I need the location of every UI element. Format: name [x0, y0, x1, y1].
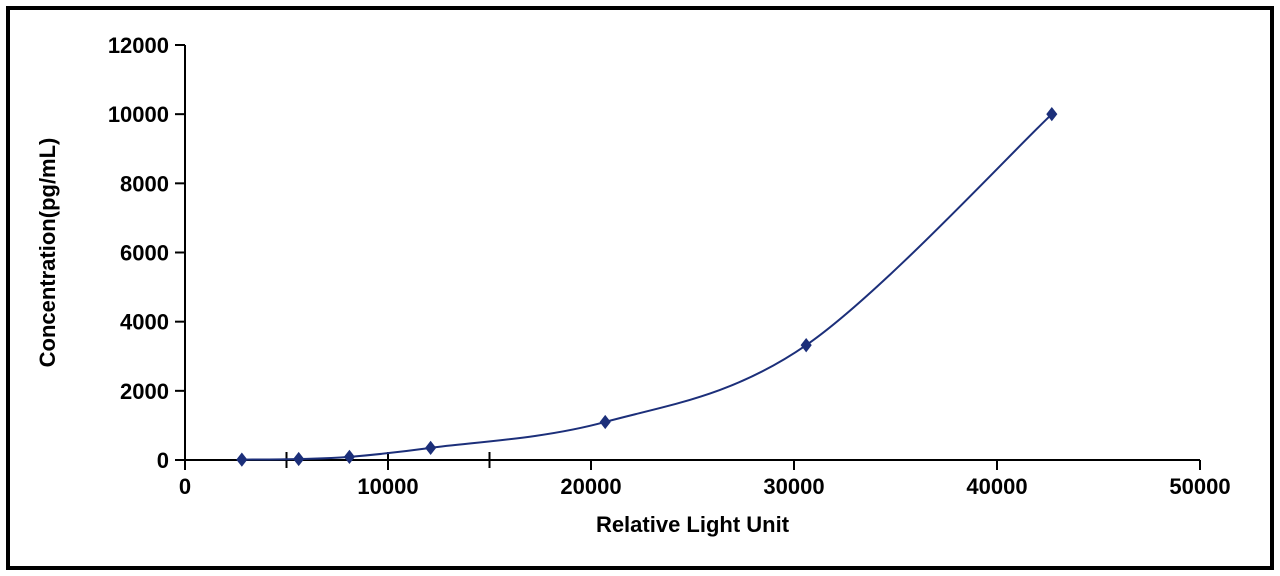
- x-tick-label: 0: [179, 474, 191, 499]
- x-axis-title: Relative Light Unit: [596, 512, 790, 537]
- chart-svg: 0 10000 20000 30000 40000 50000 0 2000 4000 6000 8…: [10, 10, 1270, 566]
- y-tick-label: 2000: [120, 379, 169, 404]
- x-tick-label: 40000: [966, 474, 1027, 499]
- data-marker: [293, 452, 304, 466]
- x-tick-label: 50000: [1169, 474, 1230, 499]
- chart-frame: 0 10000 20000 30000 40000 50000 0 2000 4000 6000 8…: [6, 6, 1274, 570]
- y-tick-label: 12000: [108, 33, 169, 58]
- y-tick-label: 6000: [120, 241, 169, 266]
- x-tick-label: 10000: [357, 474, 418, 499]
- y-axis-title: Concentration(pg/mL): [35, 138, 60, 368]
- data-marker: [236, 453, 247, 467]
- data-marker: [344, 450, 355, 464]
- data-marker: [425, 441, 436, 455]
- y-tick-label: 4000: [120, 310, 169, 335]
- data-marker: [801, 338, 812, 352]
- data-marker: [600, 415, 611, 429]
- x-tick-label: 20000: [560, 474, 621, 499]
- y-tick-label: 8000: [120, 171, 169, 196]
- chart-container: 0 10000 20000 30000 40000 50000 0 2000 4000 6000 8…: [10, 10, 1270, 566]
- y-tick-label: 0: [157, 448, 169, 473]
- x-tick-label: 30000: [763, 474, 824, 499]
- y-tick-label: 10000: [108, 102, 169, 127]
- data-curve: [242, 114, 1052, 459]
